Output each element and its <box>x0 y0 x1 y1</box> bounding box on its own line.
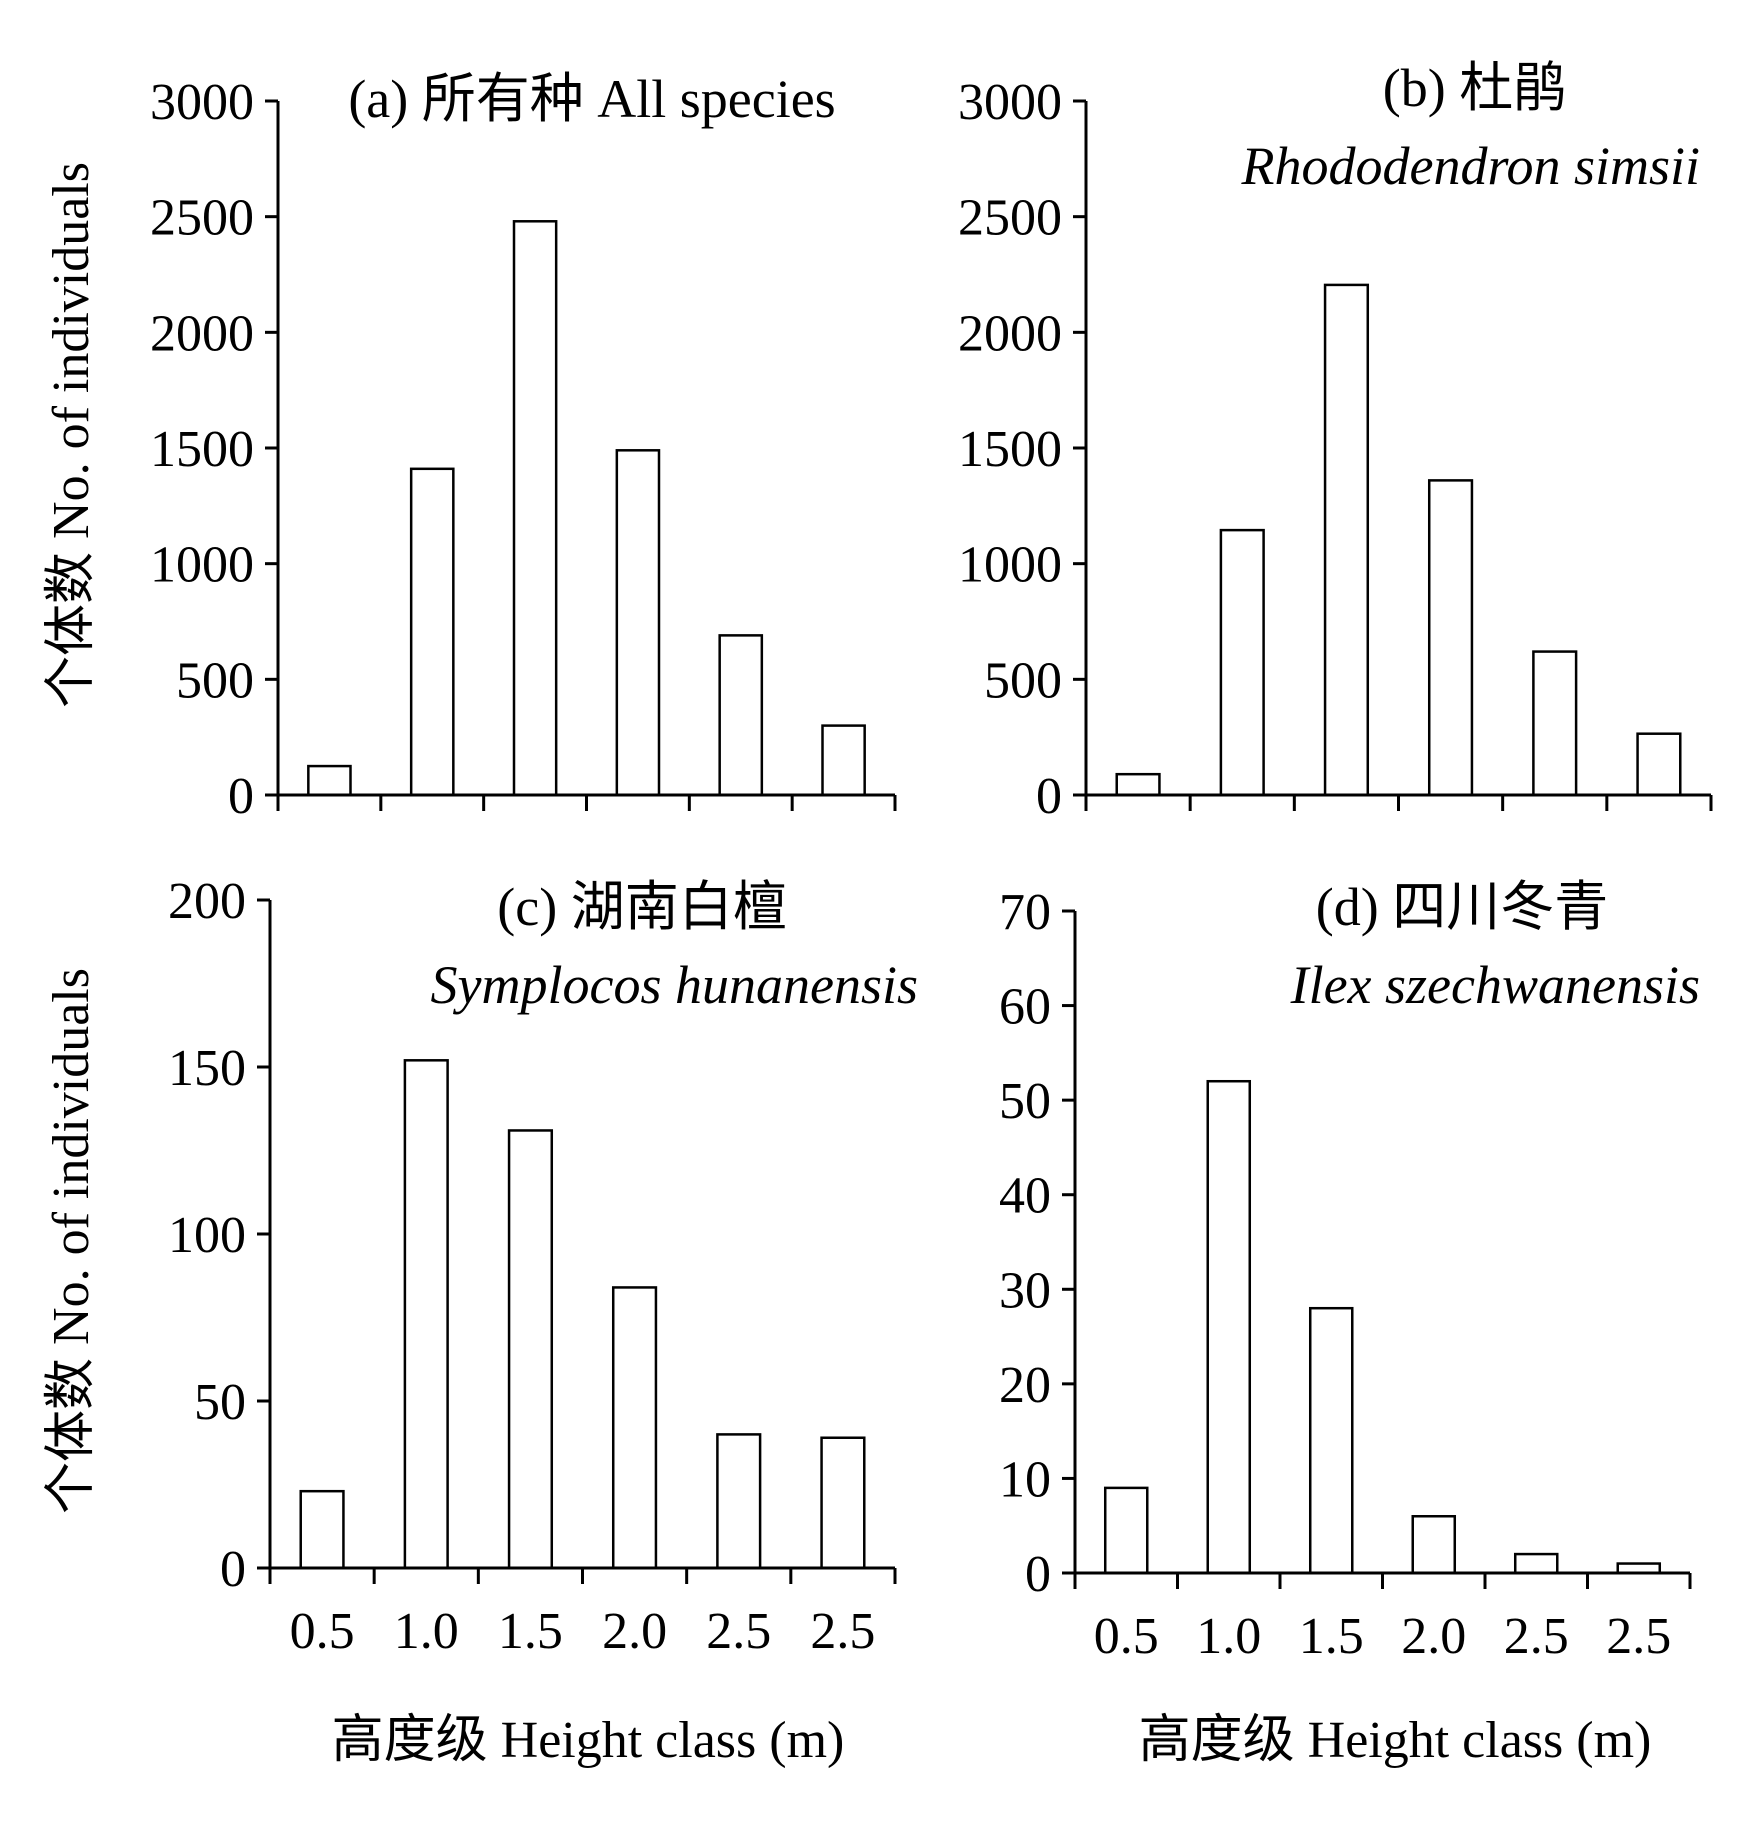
panel-a-title: (a) 所有种 All species <box>348 69 835 129</box>
panel-b-bar <box>1115 772 1161 797</box>
panel-b-y-tick-label: 3000 <box>958 74 1062 131</box>
panel-d-bar <box>1206 1079 1252 1575</box>
panel-a-y-tick-label: 2500 <box>150 190 254 247</box>
panel-a-bar <box>821 724 866 797</box>
panel-a-bar <box>409 467 455 797</box>
panel-c-x-tick-label: 2.5 <box>706 1603 771 1660</box>
panel-d-title: (d) 四川冬青 <box>1316 877 1608 937</box>
panel-b-bar <box>1636 732 1682 797</box>
panel-b-bar <box>1532 650 1578 797</box>
panel-c-y-tick-label: 50 <box>194 1374 246 1431</box>
panel-d-bars <box>1103 1079 1662 1575</box>
panel-d-y-tick-label: 30 <box>999 1262 1051 1319</box>
panel-d-y-ticks: 0 10 20 30 40 50 60 70 <box>999 884 1075 1603</box>
panel-d-subtitle: Ilex szechwanensis <box>1290 955 1700 1015</box>
panel-b-y-tick-label: 2500 <box>958 190 1062 247</box>
panel-d-x-tick-label: 2.5 <box>1606 1608 1671 1665</box>
x-axis-title-right: 高度级 Height class (m) <box>1139 1712 1652 1769</box>
panel-a-y-tick-label: 2000 <box>150 305 254 362</box>
panel-d-y-tick-label: 0 <box>1025 1546 1051 1603</box>
panel-a-bars <box>307 220 866 797</box>
panel-c-y-tick-label: 150 <box>168 1040 246 1097</box>
panel-d-y-tick-label: 10 <box>999 1451 1051 1508</box>
panel-a-bar <box>615 449 661 797</box>
y-axis-title-bottom: 个体数 No. of individuals <box>43 968 100 1514</box>
panel-b-y-tick-label: 500 <box>984 652 1062 709</box>
panel-b-y-ticks: 0 500 1000 1500 2000 2500 3000 <box>958 74 1086 825</box>
panel-d-y-tick-label: 50 <box>999 1073 1051 1130</box>
panel-b-subtitle: Rhododendron simsii <box>1241 136 1701 196</box>
panel-a-x-ticks <box>276 795 897 811</box>
panel-d-bar <box>1103 1486 1149 1575</box>
panel-c-x-tick-label: 2.0 <box>602 1603 667 1660</box>
panel-d-x-ticks: 0.5 1.0 1.5 2.0 2.5 2.5 <box>1073 1573 1692 1665</box>
panel-d-x-tick-label: 1.0 <box>1196 1608 1261 1665</box>
panel-d-x-tick-label: 2.0 <box>1401 1608 1466 1665</box>
panel-d-bar <box>1513 1552 1559 1575</box>
panel-c-bar <box>716 1433 762 1570</box>
panel-a-y-tick-label: 1500 <box>150 421 254 478</box>
panel-d-y-tick-label: 70 <box>999 884 1051 941</box>
panel-b-bar <box>1427 479 1474 797</box>
panel-d-x-tick-label: 2.5 <box>1504 1608 1569 1665</box>
panel-b-bar <box>1323 283 1370 797</box>
panel-d-bar <box>1411 1515 1457 1575</box>
panel-c: (c) 湖南白檀 Symplocos hunanensis 0 50 100 150 2… <box>168 873 918 1660</box>
panel-c-x-tick-label: 2.5 <box>810 1603 875 1660</box>
panel-d: (d) 四川冬青 Ilex szechwanensis 0 10 20 30 40 50 6… <box>999 877 1700 1665</box>
panel-c-subtitle: Symplocos hunanensis <box>431 955 918 1015</box>
panel-a-bar <box>512 220 558 797</box>
panel-d-bar <box>1308 1306 1354 1575</box>
panel-c-y-tick-label: 0 <box>220 1541 246 1598</box>
panel-b: (b) 杜鹃 Rhododendron simsii 0 500 1000 1500 2… <box>958 58 1713 825</box>
panel-c-y-ticks: 0 50 100 150 200 <box>168 873 270 1598</box>
x-axis-title-left: 高度级 Height class (m) <box>332 1712 845 1769</box>
panel-b-y-tick-label: 0 <box>1036 768 1062 825</box>
y-axis-title-top: 个体数 No. of individuals <box>43 162 100 708</box>
panel-c-bar <box>820 1436 866 1570</box>
panel-c-x-tick-label: 0.5 <box>290 1603 355 1660</box>
panel-c-bar <box>299 1489 345 1570</box>
panel-b-bar <box>1219 528 1265 797</box>
panel-c-y-tick-label: 100 <box>168 1207 246 1264</box>
panel-a: (a) 所有种 All species 0 500 1000 1500 2000 2500… <box>150 69 897 825</box>
panel-b-title: (b) 杜鹃 <box>1383 58 1567 118</box>
panel-b-y-tick-label: 2000 <box>958 305 1062 362</box>
panel-c-bar <box>611 1286 658 1570</box>
panel-c-y-tick-label: 200 <box>168 873 246 930</box>
panel-a-y-tick-label: 1000 <box>150 537 254 594</box>
panel-d-y-tick-label: 40 <box>999 1168 1051 1225</box>
panel-d-x-tick-label: 0.5 <box>1094 1608 1159 1665</box>
panel-c-bar <box>507 1129 554 1570</box>
panel-a-y-tick-label: 0 <box>228 768 254 825</box>
panel-c-x-ticks: 0.5 1.0 1.5 2.0 2.5 2.5 <box>268 1568 897 1660</box>
panel-c-x-tick-label: 1.5 <box>498 1603 563 1660</box>
panel-c-bar <box>403 1059 449 1570</box>
panel-b-x-ticks <box>1084 795 1713 811</box>
panel-c-title: (c) 湖南白檀 <box>497 877 786 937</box>
panel-a-bar <box>718 634 764 797</box>
panel-a-bar <box>307 764 352 797</box>
panel-c-x-tick-label: 1.0 <box>394 1603 459 1660</box>
panel-a-y-tick-label: 3000 <box>150 74 254 131</box>
panel-a-y-tick-label: 500 <box>176 652 254 709</box>
panel-a-y-ticks: 0 500 1000 1500 2000 2500 3000 <box>150 74 278 825</box>
panel-d-y-tick-label: 20 <box>999 1357 1051 1414</box>
panel-b-y-tick-label: 1500 <box>958 421 1062 478</box>
panel-b-bars <box>1115 283 1682 797</box>
panel-b-y-tick-label: 1000 <box>958 537 1062 594</box>
panel-d-x-tick-label: 1.5 <box>1299 1608 1364 1665</box>
panel-d-y-tick-label: 60 <box>999 979 1051 1036</box>
